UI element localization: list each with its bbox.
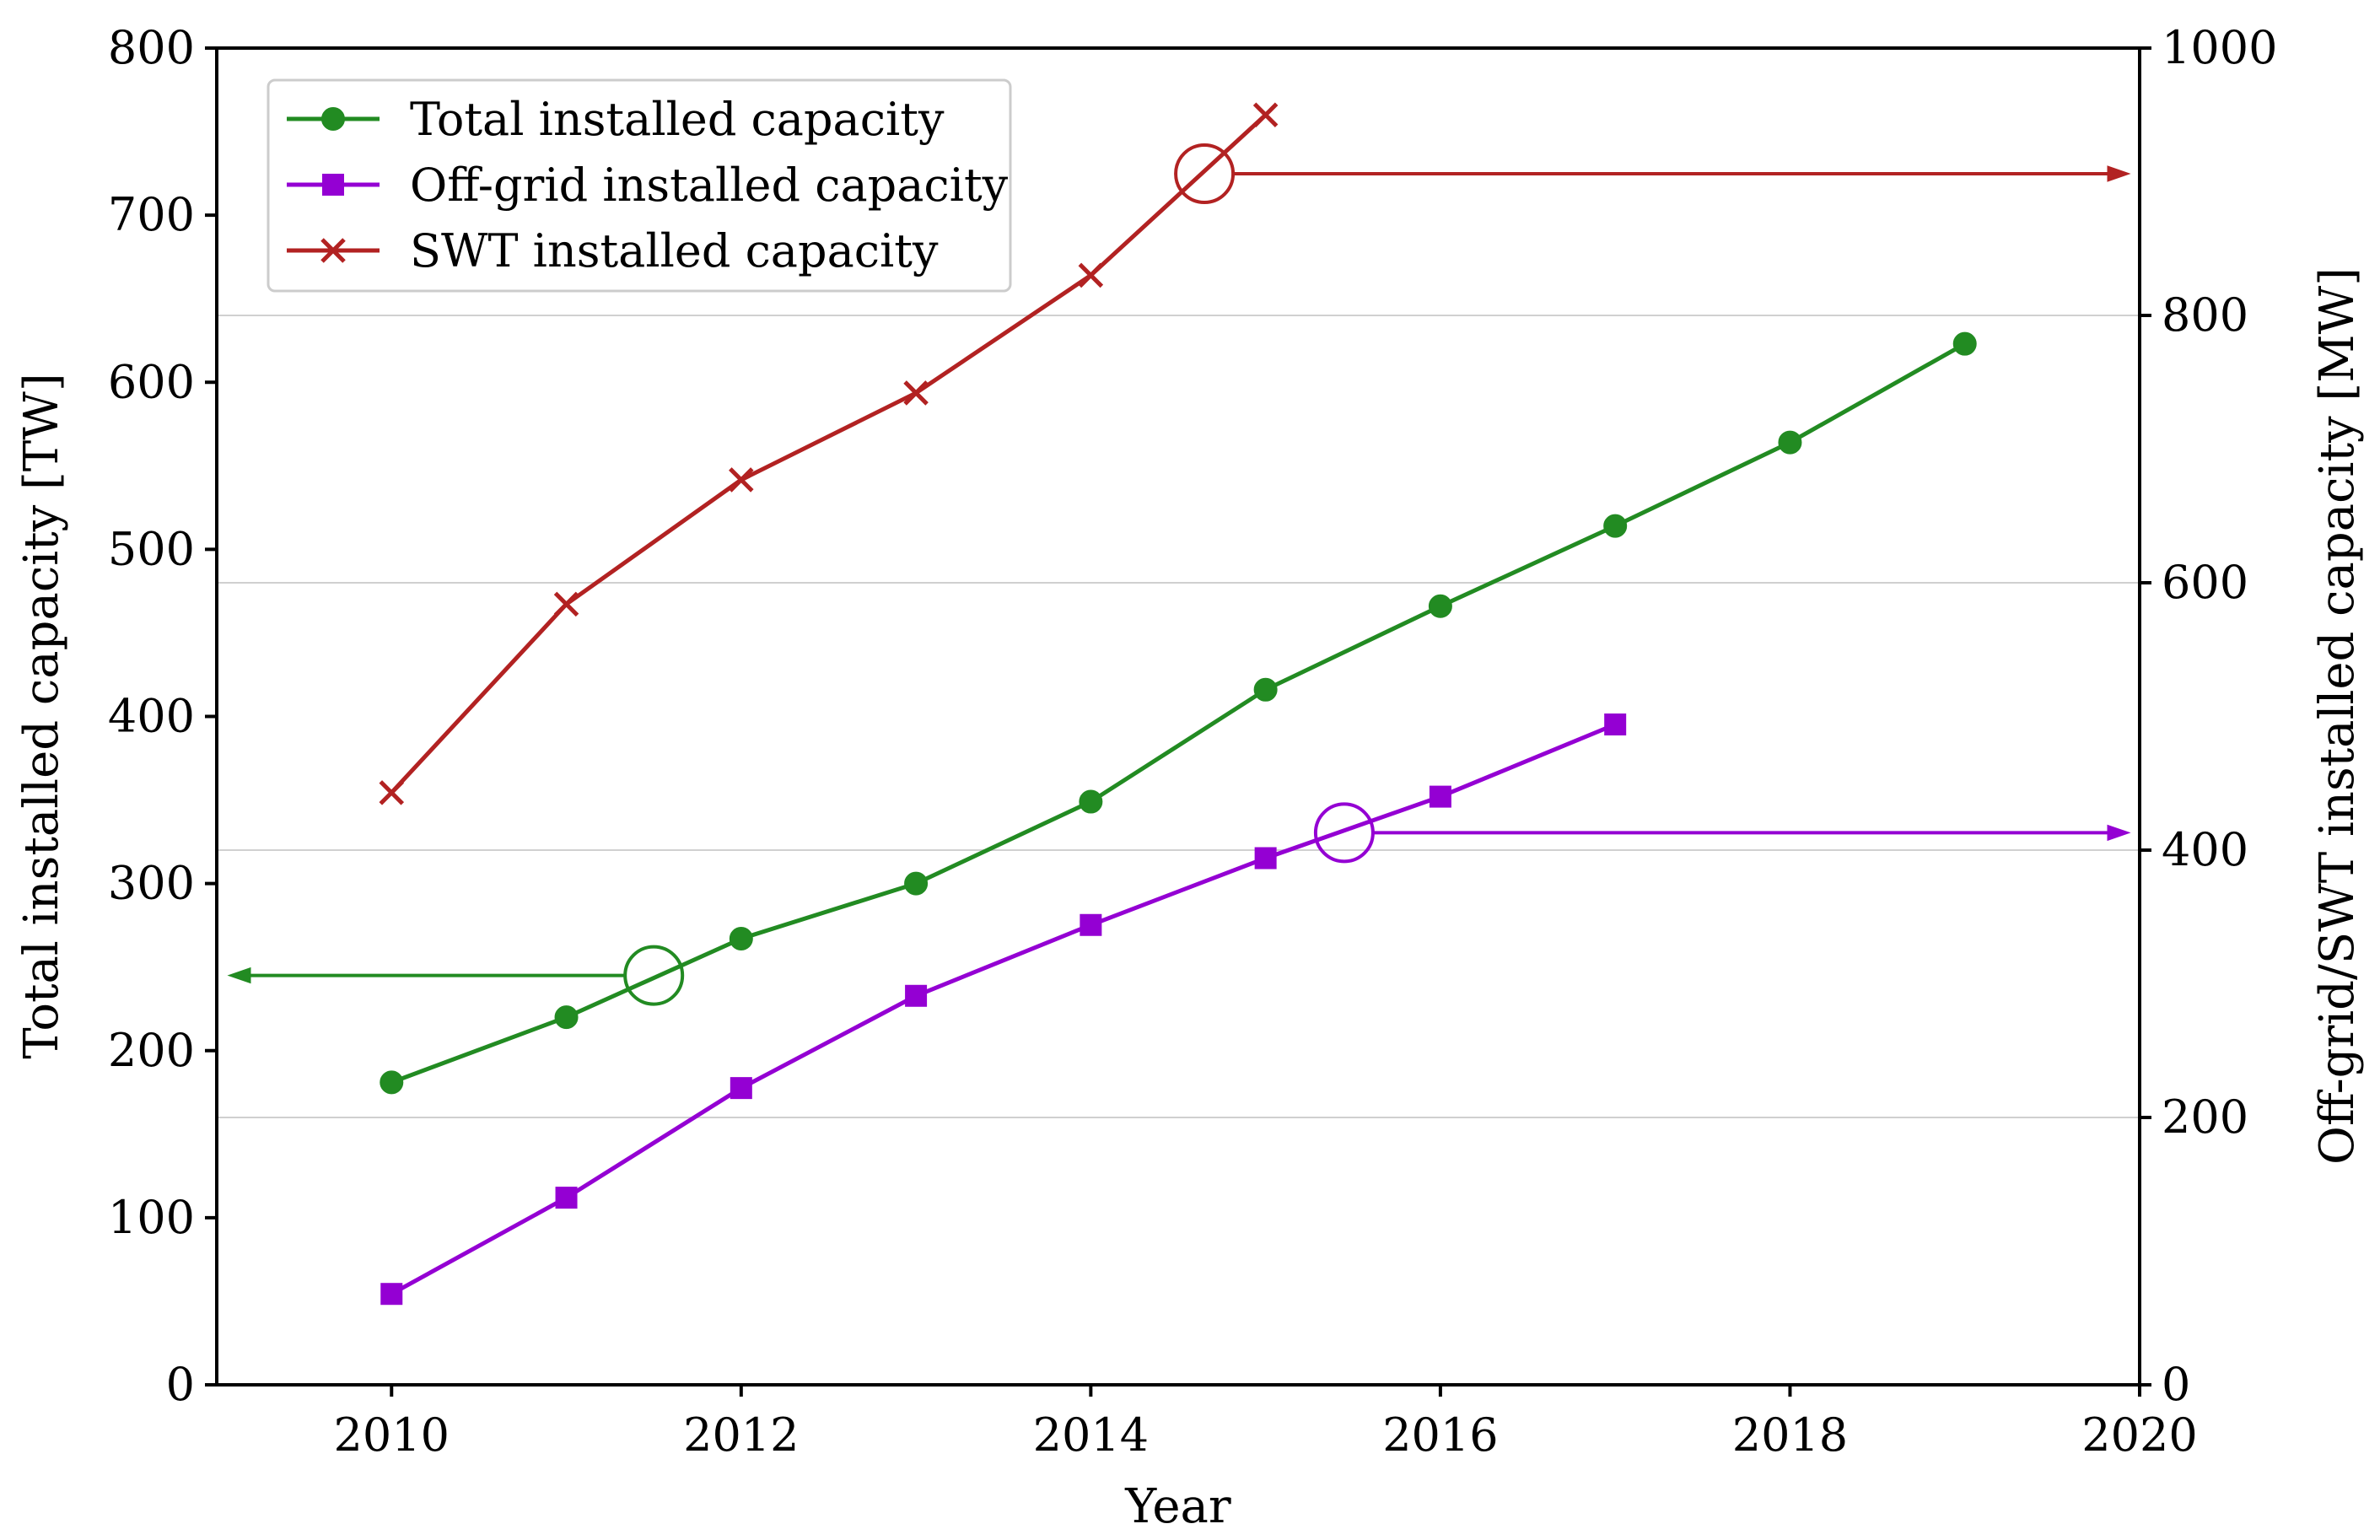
data-point — [553, 591, 579, 617]
y-tick-label: 800 — [108, 21, 195, 74]
data-point — [380, 1283, 403, 1306]
y-tick-label: 400 — [108, 690, 195, 743]
series-0 — [380, 331, 1977, 1095]
data-point — [1254, 847, 1277, 870]
legend-entry: SWT installed capacity — [287, 224, 939, 277]
legend-entry: Total installed capacity — [287, 93, 945, 146]
data-point — [555, 1187, 578, 1209]
series-2 — [379, 102, 1279, 805]
annotation — [1174, 143, 2131, 204]
data-point — [1078, 262, 1104, 288]
y-tick-label: 200 — [108, 1024, 195, 1077]
data-point — [1080, 913, 1102, 936]
data-point — [1952, 331, 1977, 356]
data-point — [1253, 677, 1278, 702]
data-point — [905, 984, 928, 1007]
y-tick-label: 600 — [108, 355, 195, 408]
legend-entry: Off-grid installed capacity — [287, 159, 1009, 212]
data-point — [1428, 594, 1452, 618]
data-point — [730, 1077, 752, 1100]
y2-tick-label: 200 — [2162, 1090, 2248, 1144]
annotation-circle — [1313, 802, 1375, 864]
data-point — [1603, 514, 1628, 538]
y2-tick-label: 800 — [2162, 288, 2248, 342]
x-tick-label: 2010 — [334, 1408, 450, 1462]
series-layer — [379, 102, 1977, 1306]
legend-swatch-marker — [322, 174, 344, 196]
x-tick-label: 2020 — [2081, 1408, 2197, 1462]
series-line — [390, 342, 1966, 1085]
annotation-arrowhead — [2107, 824, 2131, 842]
data-point — [1252, 102, 1279, 128]
legend-label: Off-grid installed capacity — [410, 159, 1009, 212]
x-tick-label: 2012 — [683, 1408, 799, 1462]
annotation — [1313, 802, 2131, 864]
data-point — [1778, 430, 1802, 455]
legend-box — [267, 78, 1012, 293]
y2-axis-title: Off-grid/SWT installed capacity [MW] — [2310, 267, 2365, 1165]
annotation-layer — [227, 143, 2131, 1006]
data-point — [1604, 713, 1627, 736]
y2-tick-label: 400 — [2162, 823, 2248, 876]
ticks-layer: 2010 2012 2014 2016 2018 20200100200300400500… — [108, 21, 2278, 1462]
legend-swatch-marker — [321, 107, 345, 131]
annotation — [227, 945, 685, 1006]
x-axis-title: Year — [1124, 1479, 1231, 1534]
data-point — [1079, 789, 1103, 814]
series-line — [390, 113, 1268, 794]
x-tick-label: 2014 — [1033, 1408, 1149, 1462]
data-point — [729, 467, 754, 493]
y2-tick-label: 600 — [2162, 556, 2248, 609]
series-1 — [380, 713, 1627, 1306]
annotation-arrowhead — [227, 967, 251, 984]
data-point — [380, 1070, 404, 1095]
data-point — [1429, 785, 1451, 808]
annotation-circle — [623, 945, 685, 1006]
data-point — [903, 380, 929, 406]
y2-tick-label: 1000 — [2162, 21, 2277, 74]
legend: Total installed capacity Off-grid install… — [267, 78, 1012, 293]
legend-swatch-marker — [320, 238, 346, 263]
data-point — [379, 780, 405, 805]
data-point — [554, 1005, 579, 1030]
y-tick-label: 100 — [108, 1191, 195, 1244]
y2-tick-label: 0 — [2162, 1358, 2190, 1411]
y-tick-label: 0 — [166, 1358, 195, 1411]
y-axis-title: Total installed capacity [TW] — [14, 373, 69, 1058]
y-tick-label: 300 — [108, 857, 195, 910]
legend-label: SWT installed capacity — [410, 224, 939, 277]
data-point — [729, 927, 753, 951]
legend-label: Total installed capacity — [410, 93, 945, 146]
data-point — [904, 871, 929, 896]
x-tick-label: 2018 — [1732, 1408, 1848, 1462]
x-tick-label: 2016 — [1382, 1408, 1498, 1462]
y-tick-label: 700 — [108, 188, 195, 241]
grid-layer — [217, 315, 2140, 1118]
y-tick-label: 500 — [108, 522, 195, 575]
annotation-arrowhead — [2107, 165, 2131, 182]
series-line — [390, 722, 1617, 1296]
